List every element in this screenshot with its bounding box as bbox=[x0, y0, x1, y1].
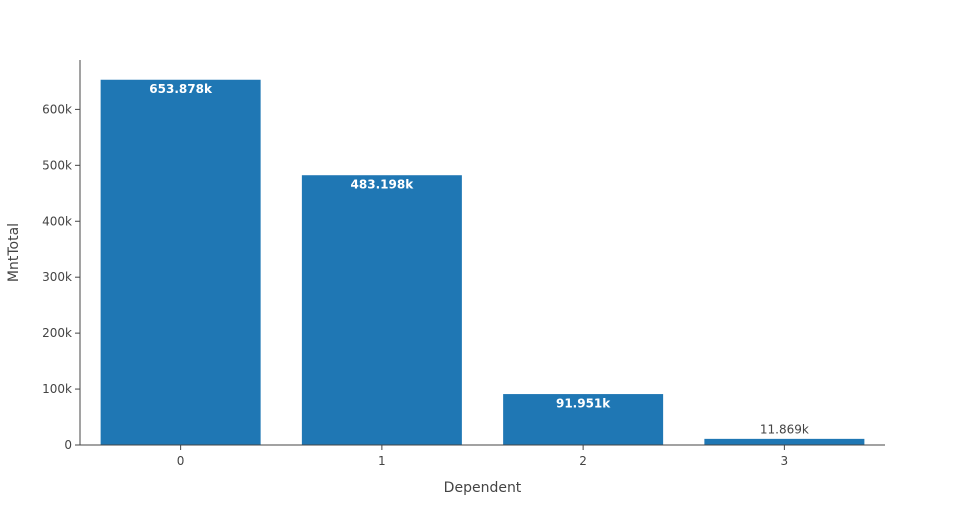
data-labels-group: 653.878k 483.198k 91.951k 11.869k bbox=[149, 82, 809, 436]
bars-group bbox=[99, 78, 866, 446]
y-axis-title: MntTotal bbox=[6, 223, 22, 282]
x-tick-label: 3 bbox=[781, 454, 789, 468]
x-tick-label: 0 bbox=[177, 454, 185, 468]
x-axis-title: Dependent bbox=[444, 480, 522, 496]
y-tick-label: 400k bbox=[42, 214, 72, 228]
data-label-2: 91.951k bbox=[556, 397, 611, 411]
bar-2 bbox=[502, 393, 665, 446]
y-tick-label: 500k bbox=[42, 158, 72, 172]
plot-area: 653.878k 483.198k 91.951k 11.869k bbox=[99, 78, 866, 446]
y-tick-label: 300k bbox=[42, 270, 72, 284]
bar-1 bbox=[300, 174, 463, 446]
data-label-0: 653.878k bbox=[149, 82, 213, 96]
x-axis-ticks: 0 1 2 3 bbox=[177, 445, 788, 468]
x-tick-label: 1 bbox=[378, 454, 386, 468]
y-tick-label: 100k bbox=[42, 382, 72, 396]
y-tick-label: 600k bbox=[42, 102, 72, 116]
data-label-3: 11.869k bbox=[760, 422, 809, 436]
bar-0 bbox=[99, 78, 262, 446]
x-tick-label: 2 bbox=[579, 454, 587, 468]
y-tick-label: 0 bbox=[64, 438, 72, 452]
data-label-1: 483.198k bbox=[351, 178, 415, 192]
y-axis-ticks: 0 100k 200k 300k 400k 500k 600k bbox=[42, 102, 80, 452]
y-tick-label: 200k bbox=[42, 326, 72, 340]
bar-3 bbox=[703, 437, 866, 446]
